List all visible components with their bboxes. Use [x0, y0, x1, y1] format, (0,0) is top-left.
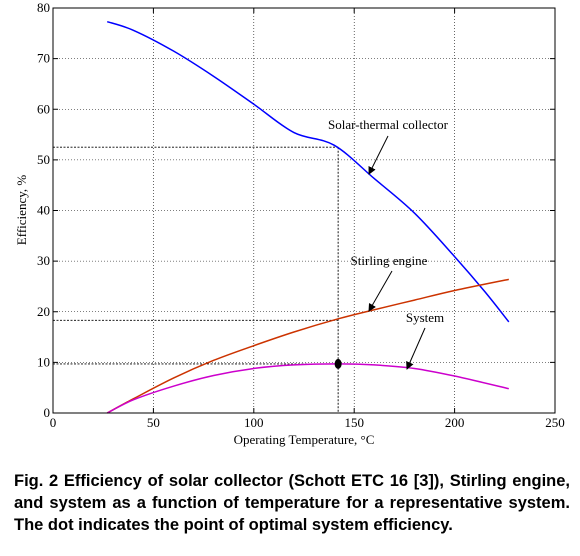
grid [52, 7, 556, 414]
y-tick-label: 20 [37, 304, 50, 319]
x-tick-label: 100 [244, 415, 264, 430]
reference-lines [53, 146, 339, 413]
optimal-point-dot [334, 358, 342, 369]
y-tick-label: 70 [37, 51, 50, 66]
x-tick-label: 200 [445, 415, 465, 430]
series-line-system [106, 363, 509, 414]
annotation-arrow-collector [368, 135, 389, 175]
y-tick-label: 10 [37, 354, 50, 369]
y-tick-label: 60 [37, 101, 50, 116]
x-tick-label: 250 [545, 415, 565, 430]
series-line-stirling [106, 278, 509, 414]
y-tick-label: 50 [37, 152, 50, 167]
x-axis-label: Operating Temperature, °C [234, 432, 375, 447]
series-line-collector [106, 20, 510, 323]
x-tick-label: 150 [344, 415, 364, 430]
annotation-arrow-system [406, 327, 426, 370]
y-tick-label: 40 [37, 203, 50, 218]
y-tick-label: 80 [37, 0, 50, 15]
y-axis-label: Efficiency, % [14, 175, 29, 246]
x-tick-label: 0 [50, 415, 57, 430]
y-tick-label: 0 [44, 405, 51, 420]
tick-group: 0 50 100 150 200 250 0 10 20 30 40 50 60 70 80 [37, 0, 565, 430]
y-tick-label: 30 [37, 253, 50, 268]
series-group [106, 20, 510, 414]
annotation-system: System [406, 310, 444, 325]
x-tick-label: 50 [147, 415, 160, 430]
annotation-arrow-stirling [368, 270, 393, 312]
annotation-stirling: Stirling engine [351, 253, 428, 268]
figure-caption: Fig. 2 Efficiency of solar collector (Sc… [14, 472, 570, 534]
annotations: Solar-thermal collector Stirling engine Sy… [328, 117, 449, 370]
annotation-collector: Solar-thermal collector [328, 117, 449, 132]
